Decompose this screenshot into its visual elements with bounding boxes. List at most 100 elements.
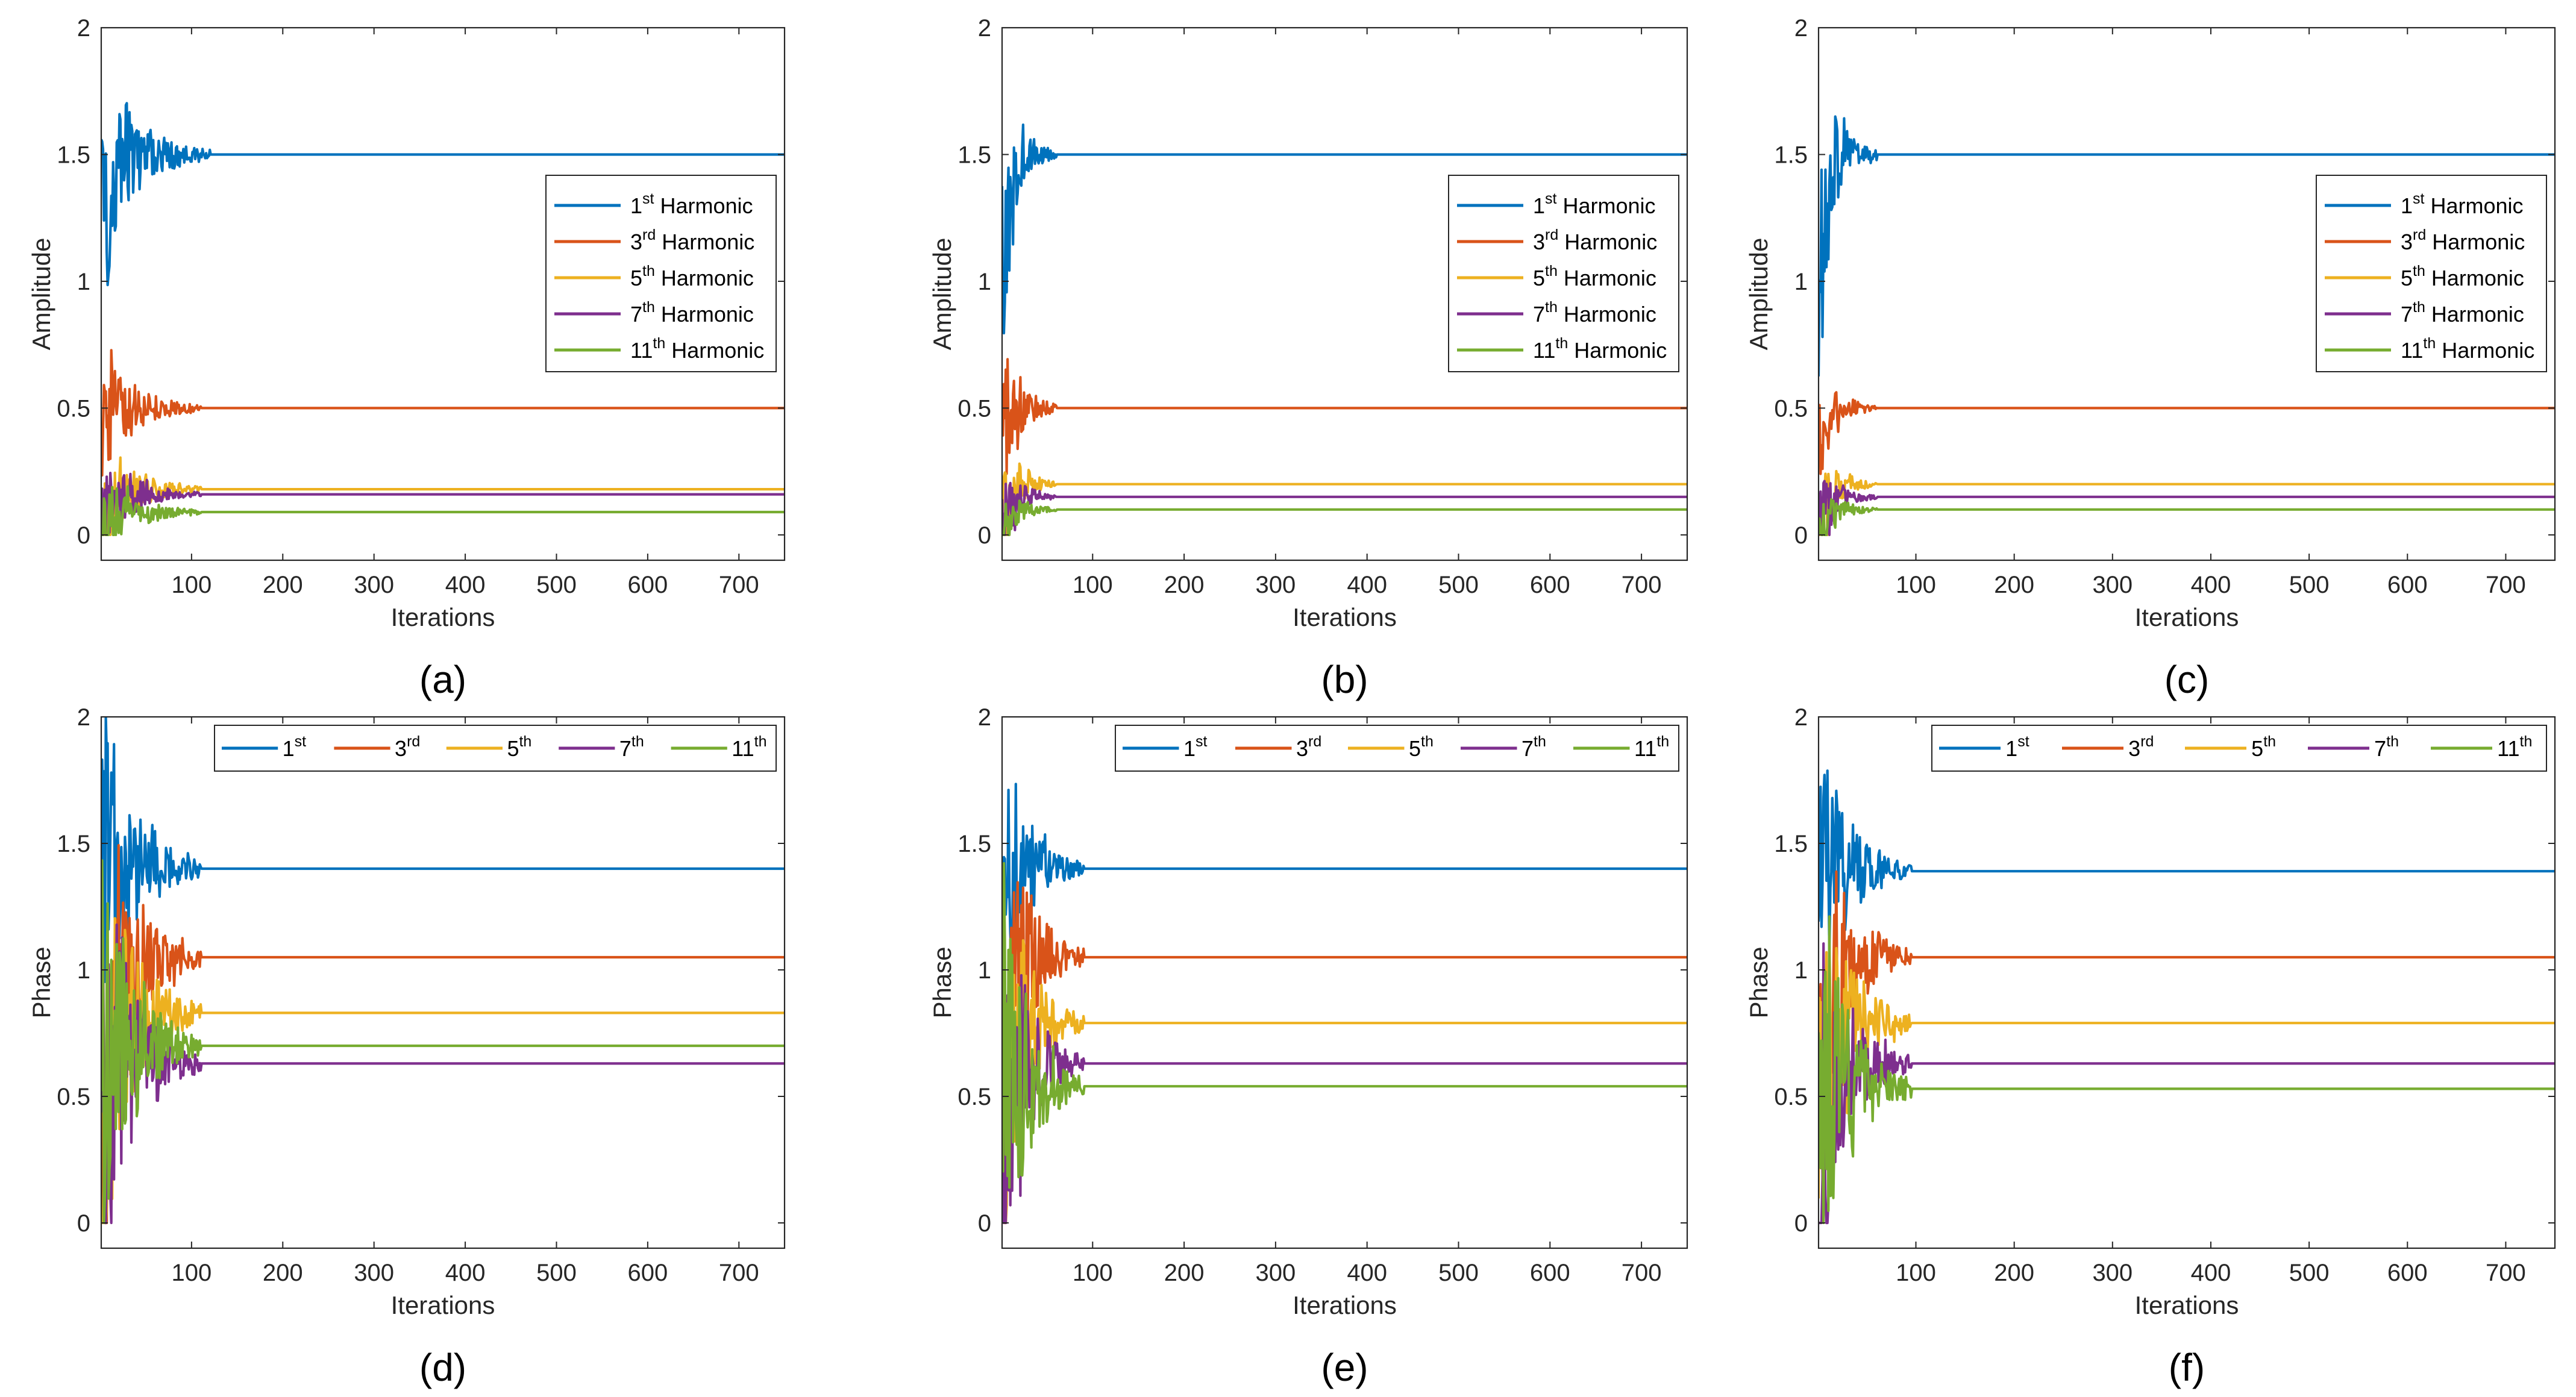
series-line-11th — [1002, 499, 1687, 536]
y-tick-label: 0.5 — [57, 395, 90, 422]
series-group — [1002, 783, 1687, 1225]
y-tick-label: 1 — [978, 269, 991, 295]
y-tick-label: 1 — [77, 269, 90, 295]
axes-box — [1001, 27, 1688, 561]
x-tick-label: 700 — [1622, 572, 1662, 598]
x-tick-label: 500 — [1438, 572, 1479, 598]
series-line-1st — [1002, 783, 1687, 986]
series-line-7th — [1002, 972, 1687, 1225]
series-line-1st — [1819, 115, 2555, 377]
series-line-5th — [1819, 934, 2555, 1199]
legend-entry: 11th Harmonic — [1533, 335, 1667, 363]
y-axis-label: Amplitude — [1744, 238, 1773, 351]
y-tick-label: 0 — [978, 522, 991, 549]
legend-entry: 3rd Harmonic — [1533, 227, 1657, 254]
series-line-7th — [1819, 480, 2555, 536]
series-group — [1819, 769, 2555, 1225]
legend-entry: 7th Harmonic — [630, 299, 754, 327]
x-tick-label: 400 — [2191, 572, 2231, 598]
y-tick-label: 1.5 — [1774, 831, 1808, 857]
legend-entry: 11th — [732, 733, 766, 761]
y-tick-label: 1.5 — [957, 831, 991, 857]
legend: 1st Harmonic 3rd Harmonic 5th Harmonic 7th … — [545, 175, 777, 372]
legend-box — [2316, 175, 2547, 372]
series-line-5th — [1002, 939, 1687, 1225]
series-line-7th — [101, 923, 785, 1225]
x-axis-label: Iterations — [1293, 603, 1397, 631]
legend-box — [545, 175, 777, 372]
y-tick-label: 1.5 — [57, 831, 90, 857]
series-line-5th — [101, 917, 785, 1225]
series-line-3rd — [101, 844, 785, 1225]
legend-entry: 1st Harmonic — [2401, 190, 2524, 218]
legend-entry: 7th — [619, 733, 644, 761]
x-tick-label: 700 — [719, 1260, 759, 1286]
series-group — [1002, 123, 1687, 536]
x-tick-label: 600 — [1530, 1260, 1570, 1286]
x-tick-label: 500 — [536, 1260, 577, 1286]
y-axis-label: Amplitude — [27, 238, 55, 351]
y-tick-label: 0 — [1794, 522, 1808, 549]
y-tick-label: 2 — [77, 15, 90, 42]
x-tick-label: 400 — [1347, 1260, 1387, 1286]
axes-box — [1001, 716, 1688, 1249]
x-axis-label: Iterations — [2135, 1291, 2239, 1319]
x-tick-label: 600 — [628, 1260, 668, 1286]
series-line-11th — [1002, 862, 1687, 1189]
legend-entry: 1st Harmonic — [630, 190, 753, 218]
series-line-7th — [1002, 481, 1687, 536]
panel-label: (a) — [419, 658, 466, 701]
legend-entry: 7th — [1521, 733, 1546, 761]
x-tick-label: 300 — [1256, 1260, 1296, 1286]
legend-entry: 11th — [2497, 733, 2532, 761]
x-tick-label: 500 — [2289, 1260, 2330, 1286]
legend-entry: 1st — [1183, 733, 1208, 761]
y-axis-label: Phase — [1744, 946, 1773, 1018]
plot-area — [1002, 717, 1687, 1248]
x-tick-label: 300 — [1256, 572, 1296, 598]
panel-label: (b) — [1321, 658, 1368, 701]
series-line-7th — [101, 472, 785, 536]
legend-entry: 3rd Harmonic — [2401, 227, 2525, 254]
legend-entry: 3rd — [395, 733, 420, 761]
series-line-5th — [101, 456, 785, 536]
axes-box — [1817, 716, 2556, 1249]
series-line-3rd — [1819, 870, 2555, 1208]
legend-entry: 11th Harmonic — [630, 335, 764, 363]
series-line-3rd — [1819, 391, 2555, 475]
x-tick-label: 200 — [263, 1260, 303, 1286]
series-line-11th — [101, 485, 785, 536]
x-tick-label: 200 — [1994, 572, 2034, 598]
x-tick-label: 100 — [1073, 1260, 1113, 1286]
x-tick-label: 300 — [354, 1260, 394, 1286]
x-tick-label: 500 — [2289, 572, 2330, 598]
y-tick-label: 0.5 — [957, 1084, 991, 1110]
legend-entry: 1st — [2005, 733, 2029, 761]
series-line-1st — [101, 717, 785, 1002]
series-line-5th — [1002, 462, 1687, 536]
legend-entry: 5th Harmonic — [630, 263, 754, 290]
chart-panel-a: 100 200 300 400 500 600 700 0 0.5 1 1.5 2 Iterations… — [27, 15, 786, 701]
y-tick-label: 0 — [1794, 1210, 1808, 1237]
x-tick-label: 400 — [1347, 572, 1387, 598]
x-tick-label: 700 — [2486, 1260, 2526, 1286]
series-line-5th — [1819, 470, 2555, 536]
y-tick-label: 1.5 — [57, 142, 90, 168]
panel-label: (f) — [2169, 1346, 2205, 1389]
x-tick-label: 100 — [1073, 572, 1113, 598]
legend: 1st Harmonic 3rd Harmonic 5th Harmonic 7th … — [2316, 175, 2547, 372]
y-axis-label: Phase — [928, 946, 956, 1018]
legend-entry: 7th Harmonic — [2401, 299, 2524, 327]
series-line-1st — [1819, 769, 2555, 954]
legend: 1st 3rd 5th 7th 11th — [1115, 725, 1679, 772]
y-tick-label: 0 — [77, 1210, 90, 1237]
x-tick-label: 100 — [172, 572, 212, 598]
series-line-3rd — [1002, 358, 1687, 475]
legend-entry: 7th Harmonic — [1533, 299, 1656, 327]
y-tick-label: 1 — [1794, 269, 1808, 295]
y-tick-label: 2 — [978, 15, 991, 42]
legend: 1st Harmonic 3rd Harmonic 5th Harmonic 7th … — [1448, 175, 1679, 372]
series-line-11th — [1819, 915, 2555, 1225]
x-tick-label: 200 — [1164, 1260, 1205, 1286]
x-tick-label: 600 — [628, 572, 668, 598]
